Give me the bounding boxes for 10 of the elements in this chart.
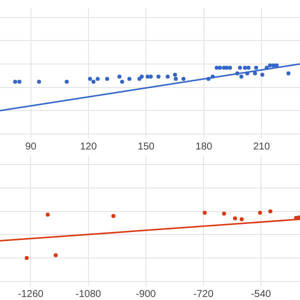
x-tick-label: -1260: [18, 289, 44, 300]
x-tick-label: 210: [253, 142, 270, 153]
x-tick-label: -720: [193, 289, 214, 300]
x-tick-label: 150: [138, 142, 155, 153]
x-tick-label: 90: [25, 142, 37, 153]
x-tick-label: -900: [136, 289, 156, 300]
x-tick-label: -540: [250, 289, 272, 300]
x-tick-label: 120: [80, 142, 98, 153]
x-tick-label: 180: [196, 142, 213, 153]
x-tick-label: -1080: [75, 289, 102, 300]
